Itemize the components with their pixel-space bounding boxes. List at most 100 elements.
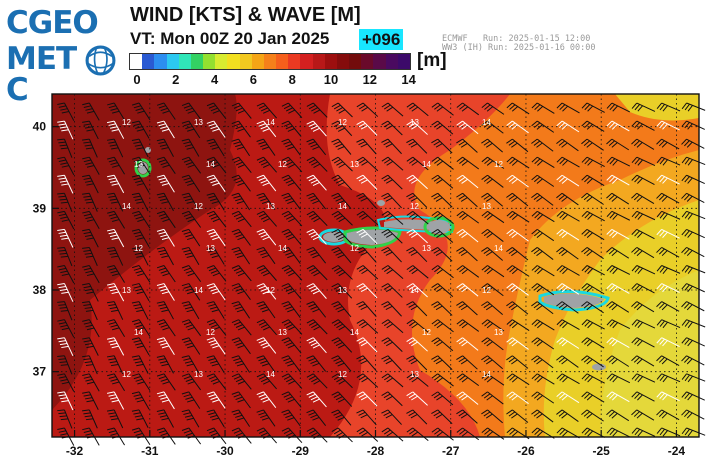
wind-barb [381,265,404,279]
wind-barb [356,301,377,317]
wind-barb [406,283,428,298]
wind-barb [206,228,226,247]
wind-barb [581,319,605,330]
wind-barb [581,102,605,113]
wind-barb [381,192,402,209]
wind-barb [581,265,605,276]
lat-tick-label: 39 [33,201,47,215]
wind-barb [131,228,150,247]
colorbar-tick-label: 4 [210,72,219,87]
wind-speed-label: 12 [122,118,131,127]
wind-barb [681,120,705,130]
colorbar-swatch [300,54,313,69]
wind-barb [581,283,605,295]
wind-barb [531,210,555,223]
wind-barb [631,337,655,348]
wind-barb [556,174,580,187]
wind-barb [506,138,529,153]
wind-speed-label: 12 [134,244,143,253]
wind-barb [256,102,277,119]
wind-barb [306,409,327,426]
wind-barb [331,174,353,191]
wind-barb [57,246,73,267]
wind-barb [131,319,151,337]
wind-barb [57,301,73,321]
wind-barb [431,337,454,352]
wind-barb [506,409,529,423]
wind-barb [656,102,681,112]
lat-tick-label: 38 [33,283,47,297]
wave-region-light-yellow [600,270,699,437]
wind-barb [181,427,202,445]
wind-barb [506,228,529,242]
colorbar-swatch [397,54,410,69]
wind-barb [431,228,454,243]
wind-speed-label: 14 [482,118,491,127]
wind-barb [256,373,277,390]
wind-barb [481,174,504,188]
wind-barb [606,174,630,186]
wind-barb [231,265,252,282]
wind-barb [82,409,98,429]
wind-speed-label: 12 [482,286,491,295]
wind-barb [331,427,353,443]
wind-speed-labels: 12 13 14 12 13 14 13 14 12 13 14 12 14 12 13 14 12 13 12 13… [122,118,503,379]
wind-barb [506,102,530,115]
colorbar-swatch [373,54,386,69]
wind-barb [556,373,580,385]
wind-barb [131,138,149,158]
wind-barb [231,246,251,265]
wind-barb [431,138,453,154]
wind-barb [82,319,100,338]
wind-barb [656,138,680,150]
wind-barb [356,228,378,245]
wind-barb [431,210,454,224]
wind-barb [306,265,328,281]
wind-speed-label: 14 [422,160,431,169]
wind-barb [381,373,404,388]
wind-barb [356,427,379,442]
wind-barb [156,192,174,212]
wind-speed-label: 13 [410,118,419,127]
colorbar-tick-label: 12 [362,72,378,87]
wind-barb [481,156,505,169]
wind-barb [406,301,428,317]
wind-barb [406,120,428,135]
wind-barb [556,337,580,349]
wind-speed-label: 13 [410,370,419,379]
wind-barb [631,391,655,402]
wind-barb [356,246,377,263]
wind-barb [57,210,75,230]
wind-speed-label: 12 [206,328,215,337]
wind-barb [606,120,630,132]
wind-barb [556,247,579,260]
wind-barb [681,301,705,312]
lat-tick-label: 40 [33,120,47,134]
wind-barb [181,319,202,337]
wind-barb [431,174,454,189]
wind-barb [131,120,150,139]
wind-barb [531,283,555,296]
wind-barb [156,319,176,337]
wind-barb [531,228,555,242]
wind-speed-label: 13 [338,286,347,295]
wind-barb [107,373,126,392]
wind-barb [606,337,630,348]
wind-barb [281,319,303,335]
wind-barb [531,337,555,350]
wind-speed-label: 13 [278,328,287,337]
wind-speed-label: 14 [266,370,275,379]
wind-barb [506,156,530,169]
wind-barb [556,138,579,152]
lon-tick-label: -30 [216,444,234,458]
wind-barb [431,283,454,297]
wind-barb [406,337,428,352]
wind-barb [506,373,530,386]
wind-barb [681,138,705,149]
wind-barb [581,174,605,186]
wind-barb [231,120,251,138]
island-santa-maria [592,363,606,371]
wind-barb [306,337,327,354]
wind-barb [131,192,149,212]
